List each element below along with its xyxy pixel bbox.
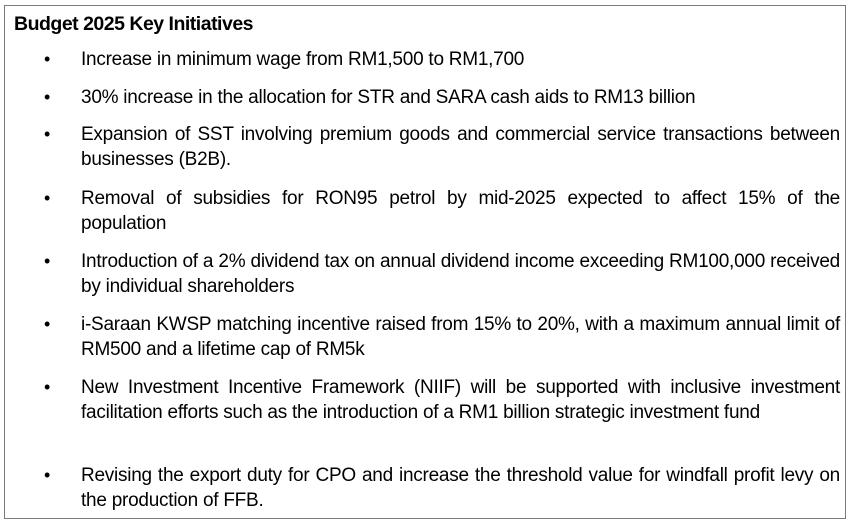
bullet-icon: • xyxy=(44,465,51,485)
list-item-text: Increase in minimum wage from RM1,500 to… xyxy=(81,49,525,70)
list-item-text: New Investment Incentive Framework (NIIF… xyxy=(81,377,840,423)
list-item-text: i-Saraan KWSP matching incentive raised … xyxy=(81,314,840,360)
bullet-icon: • xyxy=(44,87,51,107)
bullet-icon: • xyxy=(44,124,51,144)
bullet-icon: • xyxy=(44,188,51,208)
list-item-text: Revising the export duty for CPO and inc… xyxy=(81,465,840,511)
bullet-icon: • xyxy=(44,49,51,69)
bullet-icon: • xyxy=(44,251,51,271)
list-item-text: 30% increase in the allocation for STR a… xyxy=(81,87,696,108)
panel-title: Budget 2025 Key Initiatives xyxy=(14,13,254,35)
list-item-text: Removal of subsidies for RON95 petrol by… xyxy=(81,188,840,234)
bullet-icon: • xyxy=(44,314,51,334)
list-item-text: Expansion of SST involving premium goods… xyxy=(81,124,840,170)
initiatives-panel: Budget 2025 Key Initiatives • Increase i… xyxy=(4,5,846,519)
list-item-text: Introduction of a 2% dividend tax on ann… xyxy=(81,251,840,297)
bullet-icon: • xyxy=(44,377,51,397)
